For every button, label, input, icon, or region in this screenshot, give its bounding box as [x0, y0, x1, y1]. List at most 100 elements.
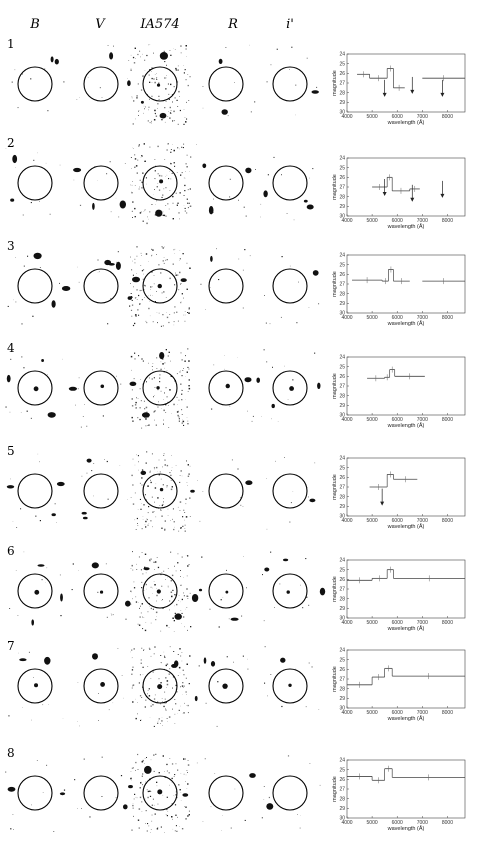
- y-axis-label: magnitude: [332, 576, 338, 602]
- target-source: [156, 589, 161, 594]
- neighbour-source: [280, 657, 286, 663]
- x-axis-label: wavelength (Å): [387, 715, 425, 722]
- neighbour-source: [230, 617, 239, 621]
- chart-frame: [346, 254, 466, 314]
- neighbour-source: [86, 458, 92, 463]
- neighbour-source: [264, 567, 270, 572]
- stamp-image: [11, 56, 65, 112]
- neighbour-source: [51, 300, 56, 308]
- x-tick-label: 4000: [341, 114, 352, 120]
- neighbour-source: [210, 661, 216, 667]
- chart-frame: [346, 356, 466, 416]
- aperture-circle: [83, 268, 119, 304]
- neighbour-source: [180, 278, 187, 282]
- stamp-image: [264, 256, 320, 325]
- neighbour-source: [174, 613, 182, 620]
- band-header: V: [95, 17, 106, 32]
- x-tick-label: 8000: [442, 620, 453, 626]
- neighbour-source: [47, 412, 56, 418]
- x-tick-label: 7000: [417, 218, 428, 224]
- chart-frame: [346, 53, 466, 113]
- y-tick-label: 28: [339, 494, 345, 500]
- neighbour-source: [109, 52, 114, 60]
- aperture-circle: [142, 165, 178, 201]
- stamp-image: [5, 356, 63, 419]
- x-tick-label: 6000: [392, 114, 403, 120]
- row-label: 7: [7, 639, 15, 653]
- y-tick-label: 24: [339, 52, 345, 58]
- neighbour-source: [129, 381, 137, 386]
- stamp-image: [130, 646, 191, 727]
- neighbour-source: [59, 792, 66, 796]
- x-tick-label: 6000: [392, 518, 403, 524]
- aperture-circle: [142, 573, 178, 609]
- neighbour-source: [41, 359, 44, 362]
- aperture-circle: [142, 370, 178, 406]
- target-source: [159, 487, 164, 492]
- neighbour-source: [92, 653, 98, 660]
- row-label: 4: [7, 341, 15, 355]
- x-tick-label: 6000: [392, 820, 403, 826]
- y-tick-label: 25: [339, 165, 345, 171]
- aperture-circle: [17, 268, 53, 304]
- y-tick-label: 26: [339, 71, 345, 77]
- y-tick-label: 30: [339, 214, 345, 220]
- upper-limit-arrow: [382, 192, 387, 196]
- aperture-circle: [208, 573, 244, 609]
- stamp-image: [130, 143, 192, 225]
- neighbour-source: [6, 485, 15, 489]
- x-tick-label: 5000: [367, 820, 378, 826]
- y-axis-label: magnitude: [332, 474, 338, 500]
- neighbour-source: [123, 804, 128, 810]
- y-tick-label: 24: [339, 758, 345, 764]
- x-tick-label: 7000: [417, 710, 428, 716]
- band-header: i': [286, 17, 294, 32]
- neighbour-source: [159, 112, 167, 119]
- neighbour-source: [244, 377, 252, 383]
- x-tick-label: 6000: [392, 417, 403, 423]
- y-tick-label: 27: [339, 282, 345, 288]
- target-source: [157, 684, 163, 690]
- neighbour-source: [249, 773, 256, 778]
- aperture-circle: [17, 473, 53, 509]
- stamp-image: [130, 44, 191, 125]
- neighbour-source: [73, 167, 82, 173]
- x-tick-label: 4000: [341, 710, 352, 716]
- neighbour-source: [56, 481, 65, 487]
- aperture-circle: [83, 370, 119, 406]
- chart-frame: [346, 157, 466, 217]
- x-tick-label: 7000: [417, 114, 428, 120]
- target-source: [288, 683, 292, 687]
- neighbour-source: [144, 765, 152, 774]
- y-tick-label: 30: [339, 110, 345, 116]
- neighbour-source: [132, 276, 140, 283]
- neighbour-source: [125, 600, 131, 607]
- neighbour-source: [263, 190, 268, 198]
- x-tick-label: 5000: [367, 114, 378, 120]
- neighbour-source: [60, 593, 63, 602]
- neighbour-source: [143, 567, 150, 571]
- y-tick-label: 24: [339, 355, 345, 361]
- stamp-image: [266, 46, 319, 116]
- neighbour-source: [128, 785, 133, 789]
- upper-limit-arrow: [440, 92, 445, 97]
- x-tick-label: 5000: [367, 417, 378, 423]
- aperture-circle: [272, 370, 308, 406]
- y-tick-label: 27: [339, 81, 345, 87]
- target-source: [33, 386, 39, 392]
- y-tick-label: 29: [339, 696, 345, 702]
- row-label: 2: [7, 136, 15, 150]
- x-tick-label: 6000: [392, 315, 403, 321]
- aperture-circle: [272, 473, 308, 509]
- stamp-image: [262, 551, 326, 622]
- y-axis-label: magnitude: [332, 70, 338, 96]
- y-tick-label: 24: [339, 558, 345, 564]
- neighbour-source: [54, 58, 59, 65]
- aperture-circle: [83, 668, 119, 704]
- aperture-circle: [208, 668, 244, 704]
- y-tick-label: 30: [339, 706, 345, 712]
